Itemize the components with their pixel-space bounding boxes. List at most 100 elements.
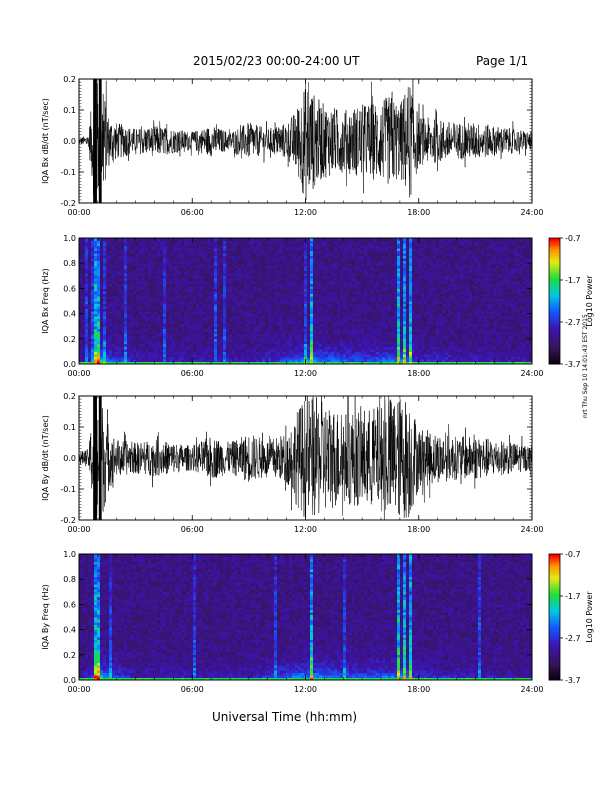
spectrogram-cell — [118, 275, 122, 279]
spectrogram-cell — [154, 351, 158, 355]
spectrogram-cell — [337, 361, 341, 365]
spectrogram-cell — [316, 351, 320, 355]
spectrogram-cell — [343, 346, 347, 350]
spectrogram-cell — [94, 265, 98, 269]
spectrogram-cell — [328, 353, 332, 357]
spectrogram-cell — [304, 263, 308, 267]
spectrogram-cell — [205, 285, 209, 289]
spectrogram-cell — [169, 273, 173, 277]
spectrogram-cell — [274, 311, 278, 314]
spectrogram-cell — [199, 250, 203, 254]
spectrogram-cell — [226, 321, 230, 325]
spectrogram-cell — [208, 301, 212, 304]
spectrogram-cell — [157, 328, 161, 332]
spectrogram-cell — [304, 290, 308, 294]
spectrogram-cell — [199, 283, 203, 287]
spectrogram-cell — [334, 348, 338, 352]
spectrogram-cell — [100, 323, 104, 327]
spectrogram-cell — [154, 253, 158, 257]
spectrogram-cell — [322, 323, 326, 327]
spectrogram-cell — [268, 255, 272, 259]
spectrogram-cell — [85, 283, 89, 287]
spectrogram-cell — [301, 356, 305, 360]
spectrogram-cell — [118, 321, 122, 325]
spectrogram-cell — [274, 303, 278, 307]
spectrogram-cell — [319, 288, 323, 292]
spectrogram-cell — [301, 343, 305, 347]
spectrogram-cell — [208, 260, 212, 264]
spectrogram-cell — [247, 278, 251, 282]
spectrogram-cell — [106, 265, 110, 269]
spectrogram-cell — [220, 356, 224, 360]
spectrogram-cell — [166, 283, 170, 287]
spectrogram-cell — [253, 253, 257, 257]
spectrogram-cell — [292, 358, 296, 362]
spectrogram-cell — [337, 273, 341, 277]
spectrogram-cell — [169, 275, 173, 279]
spectrogram-cell — [316, 245, 320, 249]
spectrogram-cell — [214, 358, 218, 362]
spectrogram-cell — [322, 313, 326, 317]
spectrogram-cell — [109, 285, 113, 289]
spectrogram-cell — [223, 308, 227, 312]
spectrogram-cell — [163, 328, 167, 332]
spectrogram-cell — [256, 240, 260, 244]
spectrogram-cell — [292, 328, 296, 332]
spectrogram-cell — [271, 288, 275, 292]
spectrogram-cell — [169, 356, 173, 360]
spectrogram-cell — [331, 353, 335, 357]
spectrogram-cell — [346, 288, 350, 292]
spectrogram-cell — [304, 260, 308, 264]
spectrogram-cell — [103, 358, 107, 362]
spectrogram-cell — [151, 285, 155, 289]
spectrogram-cell — [187, 311, 191, 314]
spectrogram-cell — [181, 311, 185, 314]
spectrogram-cell — [121, 353, 125, 357]
spectrogram-cell — [109, 298, 113, 302]
spectrogram-cell — [325, 255, 329, 259]
spectrogram-cell — [178, 341, 182, 345]
spectrogram-cell — [295, 318, 299, 322]
spectrogram-cell — [121, 270, 125, 274]
spectrogram-cell — [109, 343, 113, 347]
spectrogram-cell — [133, 273, 137, 277]
spectrogram-cell — [208, 278, 212, 282]
spectrogram-cell — [229, 283, 233, 287]
spectrogram-cell — [136, 250, 140, 254]
spectrogram-cell — [163, 293, 167, 297]
spectrogram-cell — [88, 238, 92, 241]
spectrogram-cell — [118, 298, 122, 302]
spectrogram-cell — [241, 253, 245, 257]
spectrogram-cell — [295, 288, 299, 292]
spectrogram-cell — [217, 331, 221, 335]
spectrogram-cell — [292, 306, 296, 309]
spectrogram-cell — [124, 341, 128, 345]
spectrogram-cell — [211, 290, 215, 294]
spectrogram-cell — [166, 285, 170, 289]
spectrogram-cell — [79, 248, 83, 251]
spectrogram-cell — [196, 243, 200, 246]
spectrogram-cell — [184, 356, 188, 360]
spectrogram-cell — [343, 253, 347, 257]
spectrogram-cell — [268, 290, 272, 294]
spectrogram-cell — [181, 336, 185, 340]
spectrogram-cell — [358, 270, 362, 274]
spectrogram-cell — [364, 238, 368, 241]
spectrogram-cell — [154, 323, 158, 327]
spectrogram-cell — [145, 283, 149, 287]
spectrogram-cell — [310, 275, 314, 279]
spectrogram-cell — [349, 240, 353, 244]
spectrogram-cell — [196, 331, 200, 335]
spectrogram-cell — [343, 258, 347, 262]
spectrogram-cell — [88, 265, 92, 269]
spectrogram-cell — [124, 298, 128, 302]
spectrogram-cell — [343, 348, 347, 352]
spectrogram-cell — [124, 285, 128, 289]
spectrogram-cell — [304, 356, 308, 360]
spectrogram-cell — [115, 353, 119, 357]
spectrogram-cell — [187, 270, 191, 274]
spectrogram-cell — [349, 255, 353, 259]
spectrogram-cell — [112, 263, 116, 267]
x-tick-label: 18:00 — [407, 208, 430, 217]
spectrogram-cell — [97, 288, 101, 292]
